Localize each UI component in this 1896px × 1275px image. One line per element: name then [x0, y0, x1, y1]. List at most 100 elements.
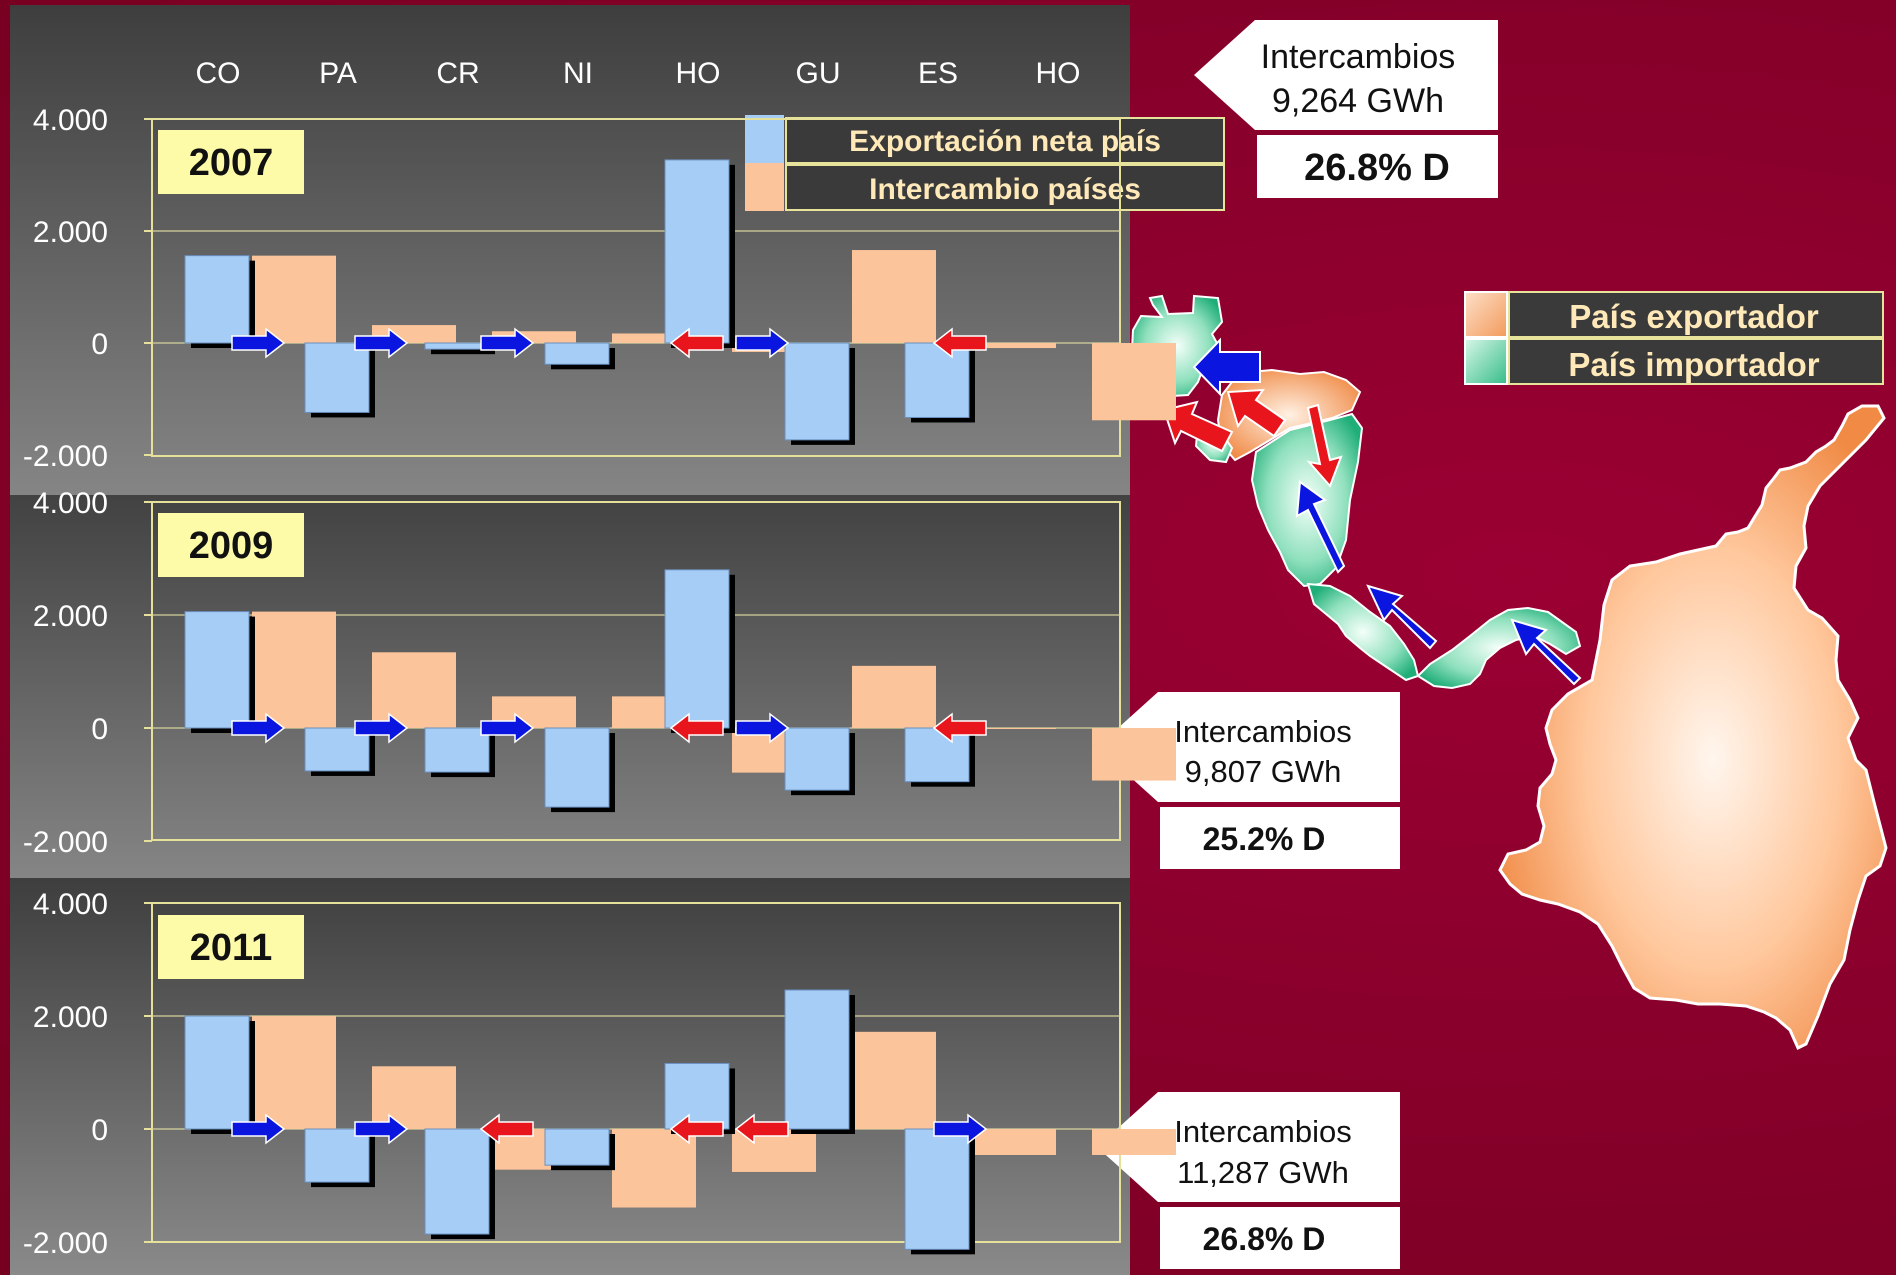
x-tick-label: HO [676, 57, 721, 90]
map-arrow-red-ho [1226, 388, 1287, 438]
legend-label-bg-exch [785, 164, 1225, 211]
flow-arrow-right [354, 327, 409, 359]
map-legend-label-importer: País importador [1568, 346, 1819, 383]
net-export-bar [304, 342, 370, 413]
exchange-bar [972, 728, 1056, 729]
year-label: 2011 [190, 927, 272, 969]
callout-pct-box [1160, 1207, 1400, 1269]
map-legend-label-bg-exp [1508, 291, 1884, 338]
net-export-bar [424, 727, 490, 773]
y-tick-label: 4.000 [33, 487, 108, 520]
callout-2007: Intercambios 9,264 GWh 26.8% D [1194, 20, 1498, 198]
map-legend: País exportador País importador [1464, 291, 1884, 385]
plot-frame [151, 118, 1121, 457]
callout-pct: 26.8% D [1203, 1221, 1326, 1257]
flow-arrow-left [479, 1113, 534, 1145]
y-tick-label: 4.000 [33, 888, 108, 921]
callout-bubble [1097, 1092, 1400, 1202]
flow-arrow-right [735, 327, 790, 359]
net-export-bar [784, 342, 850, 441]
map-legend-label-exporter: País exportador [1569, 298, 1819, 335]
net-export-bar [664, 569, 730, 729]
net-export-bar [184, 1015, 250, 1130]
exchange-bar [612, 1129, 696, 1208]
net-export-bar [184, 611, 250, 729]
exchange-bar [252, 255, 336, 343]
y-tick-label: -2.000 [23, 1227, 108, 1260]
year-label-box [158, 513, 304, 577]
flow-arrow-right [354, 712, 409, 744]
net-export-bar [784, 727, 850, 791]
x-tick-label: HO [1036, 57, 1081, 90]
net-export-bar [904, 727, 970, 783]
flow-arrow-left [734, 1113, 789, 1145]
callout-value: 9,807 GWh [1185, 754, 1342, 789]
legend-swatch-net-export [745, 115, 784, 163]
exchange-bar [1092, 1129, 1176, 1155]
map-arrow-blue-ni [1295, 480, 1346, 574]
map-colombia [1498, 404, 1888, 1051]
callout-title: Intercambios [1174, 1114, 1351, 1149]
flow-arrow-left [932, 327, 987, 359]
callout-value: 9,264 GWh [1272, 82, 1444, 120]
flow-arrow-right [354, 1113, 409, 1145]
x-tick-label: PA [319, 57, 357, 90]
x-tick-label: NI [563, 57, 593, 90]
year-label: 2009 [189, 525, 274, 567]
callout-2011: Intercambios 11,287 GWh 26.8% D [1097, 1092, 1400, 1269]
net-export-bar [544, 1128, 610, 1166]
callout-pct: 25.2% D [1203, 821, 1326, 857]
map-legend-label-bg-imp [1508, 338, 1884, 385]
y-tick-label: 2.000 [33, 600, 108, 633]
callout-pct-box [1160, 807, 1400, 869]
callout-value: 11,287 GWh [1177, 1155, 1349, 1190]
chart-2007: 4.000 2.000 0 -2.000 CO PA CR NI HO GU ES HO 2007 [23, 57, 1176, 473]
chart-2011: 4.000 2.000 0 -2.000 2011 [23, 888, 1176, 1260]
callout-title: Intercambios [1261, 38, 1456, 76]
callout-pct: 26.8% D [1304, 147, 1450, 189]
net-export-bar [664, 1062, 730, 1130]
central-america-map [1130, 294, 1888, 1051]
y-tick-label: 2.000 [33, 216, 108, 249]
net-export-bar [664, 159, 730, 344]
net-export-bar [544, 342, 610, 365]
flow-arrow-left [669, 712, 724, 744]
map-arrow-red-ni [1306, 403, 1343, 488]
callout-pct-box [1257, 135, 1498, 198]
net-export-bar [904, 342, 970, 418]
callout-bubble [1194, 20, 1498, 130]
map-panama [1416, 606, 1582, 690]
map-arrow-blue-cr [1366, 584, 1438, 650]
exchange-bar [1092, 728, 1176, 781]
year-label-box [158, 915, 304, 979]
exchange-bar [612, 333, 696, 343]
exchange-bar [972, 343, 1056, 349]
flow-arrow-right [480, 327, 535, 359]
series-legend: Exportación neta país Intercambio países [745, 115, 1225, 211]
chart-2009: 4.000 2.000 0 -2.000 2009 [23, 487, 1176, 859]
legend-label-net-export: Exportación neta país [849, 125, 1161, 158]
net-export-bar [904, 1128, 970, 1250]
map-legend-swatch-exporter [1464, 291, 1508, 338]
exchange-bar [372, 652, 456, 728]
net-export-bar [424, 1128, 490, 1235]
exchange-bar [372, 1066, 456, 1129]
net-export-bar [424, 342, 490, 350]
flow-arrow-right [735, 712, 790, 744]
legend-label-exchange: Intercambio países [869, 173, 1141, 206]
flow-arrow-right [480, 712, 535, 744]
y-tick-label: 4.000 [33, 104, 108, 137]
flow-arrow-left [669, 327, 724, 359]
flow-arrow-right [231, 712, 286, 744]
y-tick-label: -2.000 [23, 440, 108, 473]
plot-frame [151, 902, 1121, 1243]
y-tick-label: -2.000 [23, 826, 108, 859]
y-tick-label: 2.000 [33, 1001, 108, 1034]
map-costa-rica [1306, 582, 1420, 682]
net-export-bar-shadow [431, 348, 495, 355]
map-arrow-blue-pa [1510, 618, 1582, 686]
x-tick-label: GU [796, 57, 841, 90]
net-export-bar [304, 1128, 370, 1183]
flow-arrow-left [669, 1113, 724, 1145]
